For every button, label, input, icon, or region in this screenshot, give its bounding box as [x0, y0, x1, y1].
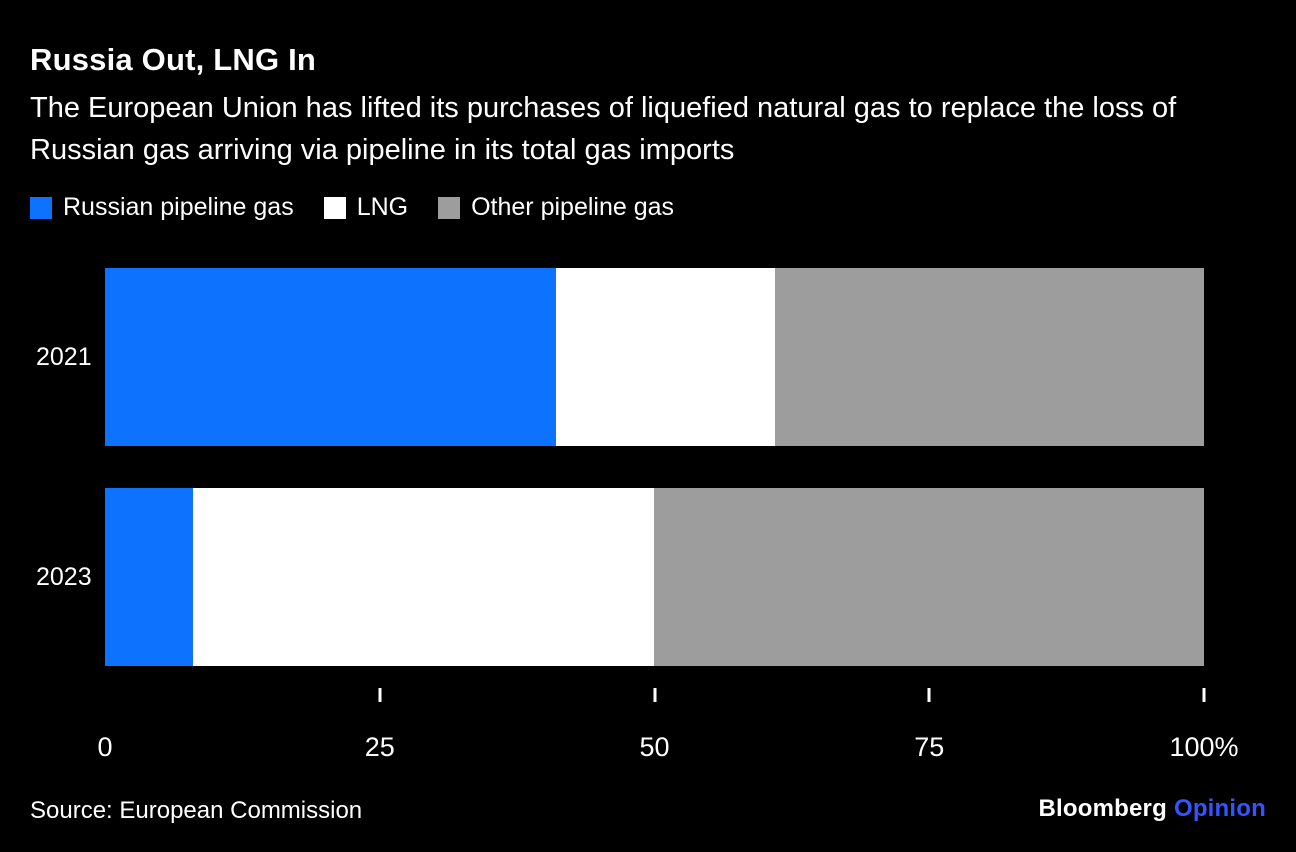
bar-segment	[654, 488, 1204, 666]
axis-tick	[378, 688, 382, 702]
bar-segment	[192, 488, 655, 666]
axis-tick-label: 100%	[1169, 732, 1239, 762]
legend-item: Russian pipeline gas	[30, 193, 294, 222]
source-note: Source: European Commission	[30, 797, 363, 824]
chart-title: Russia Out, LNG In	[30, 42, 317, 77]
logo-opinion-text: Opinion	[1173, 795, 1266, 822]
axis-tick-label: 0	[97, 732, 113, 762]
bar-row: 2021	[36, 268, 1204, 446]
plot-area: 2021 2023	[36, 268, 1204, 666]
axis-tick	[1202, 688, 1206, 702]
axis-tick-label: 75	[914, 732, 945, 762]
axis-tick-label: 50	[639, 732, 670, 762]
axis-tick	[653, 688, 656, 702]
bloomberg-opinion-logo: Bloomberg Opinion	[1038, 795, 1266, 823]
chart-subtitle: The European Union has lifted its purcha…	[30, 92, 1177, 166]
bar-track	[105, 268, 1204, 446]
bar-track	[105, 488, 1204, 666]
bar-segment	[555, 268, 776, 446]
legend-label: LNG	[356, 193, 409, 221]
chart-legend: Russian pipeline gas LNG Other pipeline ga…	[30, 193, 674, 222]
legend-label: Russian pipeline gas	[63, 193, 294, 221]
bar-segment	[105, 488, 193, 666]
axis-tick-label: 25	[364, 732, 395, 762]
axis-tick	[927, 688, 931, 702]
legend-swatch	[323, 196, 346, 219]
stacked-bar-chart: 2021 2023 0 25 50 75 100%	[36, 268, 1239, 778]
bar-segment	[105, 268, 556, 446]
logo-bloomberg-text: Bloomberg	[1038, 795, 1167, 822]
x-axis: 0 25 50 75 100%	[97, 688, 1239, 778]
year-label: 2023	[36, 562, 92, 591]
legend-item: Other pipeline gas	[438, 193, 674, 222]
legend-swatch	[438, 196, 461, 219]
legend-label: Other pipeline gas	[471, 193, 675, 221]
bar-row: 2023	[36, 488, 1204, 666]
year-label: 2021	[36, 342, 92, 371]
legend-item: LNG	[323, 193, 409, 222]
bar-segment	[775, 268, 1204, 446]
legend-swatch	[30, 196, 52, 219]
